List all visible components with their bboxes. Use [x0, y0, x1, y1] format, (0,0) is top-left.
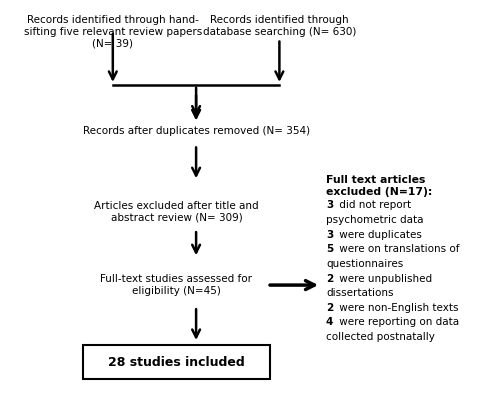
Text: 5: 5 — [326, 244, 333, 254]
Text: Records identified through
database searching (N= 630): Records identified through database sear… — [202, 15, 356, 37]
Text: were duplicates: were duplicates — [336, 230, 422, 240]
Bar — [84, 345, 270, 380]
Text: 3: 3 — [326, 230, 333, 240]
Text: Records identified through hand-
sifting five relevant review papers
(N= 39): Records identified through hand- sifting… — [24, 15, 202, 49]
Text: Articles excluded after title and
abstract review (N= 309): Articles excluded after title and abstra… — [94, 201, 259, 223]
Text: were reporting on data: were reporting on data — [336, 318, 459, 327]
Text: Full-text studies assessed for
eligibility (N=45): Full-text studies assessed for eligibili… — [100, 274, 252, 296]
Text: psychometric data: psychometric data — [326, 215, 424, 225]
Text: questionnaires: questionnaires — [326, 259, 403, 269]
Text: did not report: did not report — [336, 200, 411, 210]
Text: were unpublished: were unpublished — [336, 274, 432, 283]
Text: 3: 3 — [326, 200, 333, 210]
Text: 28 studies included: 28 studies included — [108, 356, 245, 369]
Text: 2: 2 — [326, 274, 333, 283]
Text: 4: 4 — [326, 318, 334, 327]
Text: were non-English texts: were non-English texts — [336, 303, 458, 313]
Text: 2: 2 — [326, 303, 333, 313]
Text: were on translations of: were on translations of — [336, 244, 459, 254]
Text: dissertations: dissertations — [326, 288, 394, 298]
Text: Records after duplicates removed (N= 354): Records after duplicates removed (N= 354… — [82, 126, 310, 136]
Text: Full text articles
excluded (N=17):: Full text articles excluded (N=17): — [326, 175, 432, 197]
Text: collected postnatally: collected postnatally — [326, 332, 435, 342]
